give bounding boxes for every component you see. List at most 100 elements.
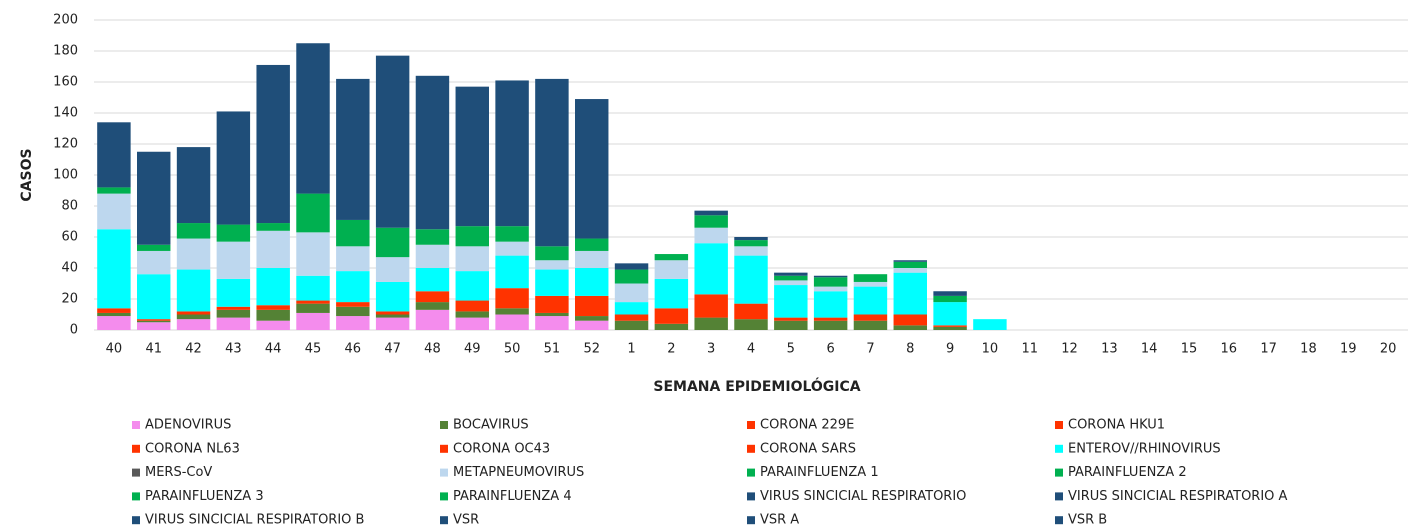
x-tick-label: 51 <box>544 342 561 357</box>
bar-segment <box>774 285 808 318</box>
bar-segment <box>296 312 330 330</box>
x-tick-label: 10 <box>982 342 999 357</box>
bar-segment <box>336 246 370 272</box>
bar-segment <box>495 308 529 315</box>
bar-segment <box>455 246 489 272</box>
bar-segment <box>216 111 251 225</box>
bar-segment <box>813 317 848 321</box>
legend-swatch <box>1055 444 1063 453</box>
bar-segment <box>535 295 569 313</box>
bar-segment <box>575 316 609 321</box>
legend-swatch <box>440 444 448 453</box>
bar-segment <box>296 275 330 301</box>
x-tick-label: 43 <box>225 342 242 357</box>
x-tick-label: 16 <box>1221 342 1238 357</box>
legend-swatch <box>440 421 448 429</box>
legend-label: BOCAVIRUS <box>453 418 529 433</box>
bar-segment <box>375 311 410 315</box>
bar-segment <box>535 78 569 247</box>
legend-swatch <box>132 468 140 477</box>
bar-segment <box>455 271 489 301</box>
bar-segment <box>575 320 609 330</box>
bar-segment <box>654 260 689 279</box>
x-tick-label: 52 <box>583 342 600 357</box>
bar-segment <box>176 311 211 315</box>
bar-segment <box>97 308 131 313</box>
bar-segment <box>256 305 290 310</box>
bar-segment <box>415 268 450 292</box>
legend-swatch <box>440 492 448 501</box>
bar-segment <box>614 269 649 284</box>
bar-segment <box>654 254 689 261</box>
bar-segment <box>734 255 768 304</box>
bar-segment <box>933 326 967 330</box>
bar-segment <box>375 257 410 282</box>
bar-segment <box>375 55 410 228</box>
legend-label: CORONA SARS <box>760 441 856 456</box>
bar-segment <box>296 300 330 304</box>
x-tick-label: 9 <box>946 342 954 357</box>
x-tick-label: 8 <box>906 342 914 357</box>
bar-segment <box>176 147 211 224</box>
x-tick-label: 19 <box>1340 342 1357 357</box>
y-tick-label: 60 <box>61 230 78 245</box>
bar-segment <box>853 281 888 287</box>
bar-segment <box>694 210 728 216</box>
bar-segment <box>97 229 131 309</box>
bar-segment <box>774 275 808 281</box>
bar-segment <box>654 308 689 324</box>
bar-segment <box>97 122 131 188</box>
bar-segment <box>256 64 290 224</box>
bar-segment <box>893 268 927 273</box>
bar-segment <box>176 238 211 270</box>
legend-swatch <box>132 444 140 453</box>
bar-segment <box>813 291 848 318</box>
bar-segment <box>535 312 569 317</box>
bar-segment <box>575 250 609 268</box>
legend-label: VSR A <box>760 513 799 526</box>
bar-segment <box>455 300 489 312</box>
legend-label: ADENOVIRUS <box>145 418 231 433</box>
bar-segment <box>137 274 171 320</box>
x-tick-label: 40 <box>106 342 123 357</box>
bar-segment <box>176 223 211 239</box>
x-tick-label: 13 <box>1101 342 1118 357</box>
bar-segment <box>216 241 251 279</box>
bar-segment <box>336 306 370 317</box>
legend-label: VSR <box>453 513 479 526</box>
bar-segment <box>375 281 410 312</box>
legend-swatch <box>1055 492 1063 501</box>
bar-segment <box>893 272 927 315</box>
bar-segment <box>216 278 251 307</box>
bar-segment <box>216 317 251 330</box>
legend-swatch <box>747 492 755 501</box>
bar-segment <box>495 255 529 289</box>
x-tick-label: 12 <box>1061 342 1078 357</box>
bar-segment <box>375 317 410 330</box>
bar-segment <box>256 223 290 231</box>
x-tick-label: 7 <box>866 342 874 357</box>
legend-label: VIRUS SINCICIAL RESPIRATORIO A <box>1068 489 1288 504</box>
bar-segment <box>495 241 529 256</box>
bar-segment <box>455 317 489 330</box>
legend-swatch <box>440 516 448 525</box>
bar-segment <box>137 151 171 245</box>
bar-segment <box>933 325 967 327</box>
bar-segment <box>336 78 370 220</box>
x-tick-label: 17 <box>1260 342 1277 357</box>
bar-segment <box>694 243 728 295</box>
x-tick-label: 2 <box>667 342 675 357</box>
legend-label: VIRUS SINCICIAL RESPIRATORIO <box>760 489 966 504</box>
bar-segment <box>535 246 569 261</box>
legend-label: CORONA HKU1 <box>1068 418 1165 433</box>
bar-segment <box>137 320 171 323</box>
legend-label: VIRUS SINCICIAL RESPIRATORIO B <box>145 513 364 526</box>
legend-swatch <box>132 516 140 525</box>
bar-segment <box>853 274 888 282</box>
bar-segment <box>137 244 171 251</box>
legend-swatch <box>747 468 755 477</box>
bar-segment <box>336 271 370 303</box>
bar-segment <box>575 238 609 251</box>
legend-label: PARAINFLUENZA 2 <box>1068 465 1187 480</box>
